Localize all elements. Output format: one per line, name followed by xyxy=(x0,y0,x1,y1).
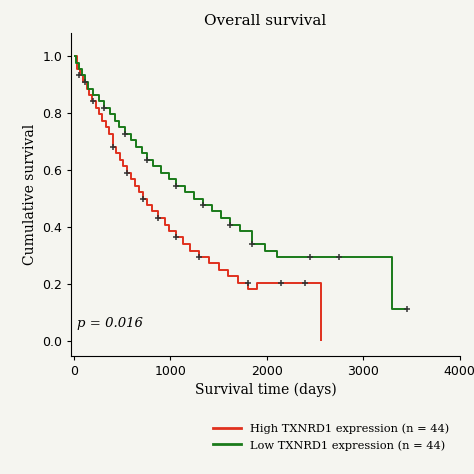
Text: p = 0.016: p = 0.016 xyxy=(77,317,143,330)
Title: Overall survival: Overall survival xyxy=(204,14,327,28)
Legend: High TXNRD1 expression (n = 44), Low TXNRD1 expression (n = 44): High TXNRD1 expression (n = 44), Low TXN… xyxy=(208,419,454,455)
X-axis label: Survival time (days): Survival time (days) xyxy=(194,383,337,398)
Y-axis label: Cumulative survival: Cumulative survival xyxy=(23,124,36,265)
